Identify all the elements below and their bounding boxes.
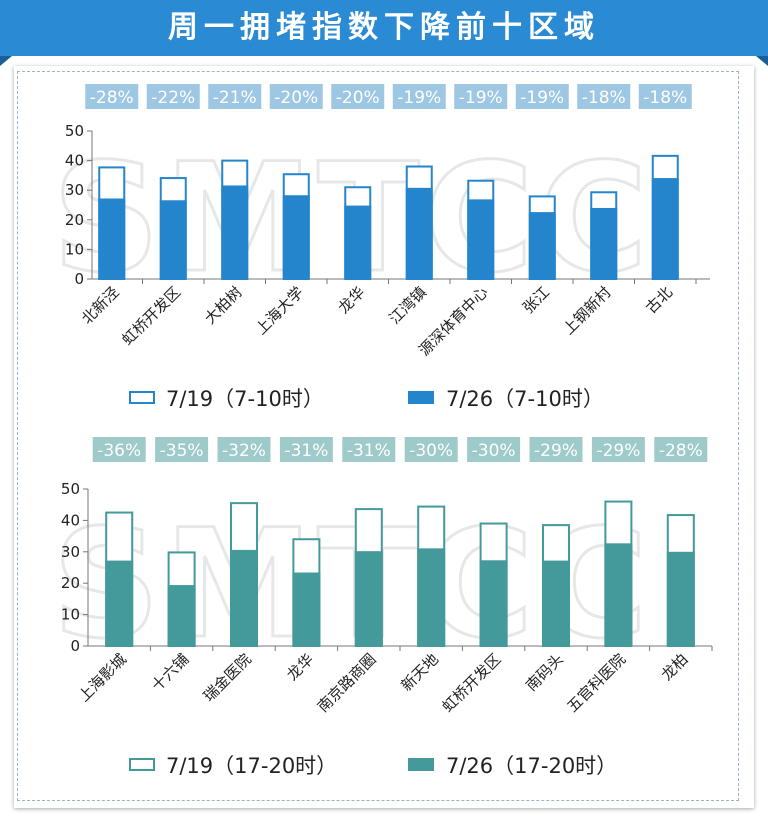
legend-swatch-719 (129, 758, 155, 771)
legend-label-726: 7/26（7-10时） (446, 387, 604, 411)
change-label-bg (529, 437, 583, 462)
legend-swatch-719 (129, 391, 155, 404)
change-label: -20% (336, 88, 380, 108)
legend-label-726: 7/26（17-20时） (446, 754, 617, 778)
legend-label-719: 7/19（7-10时） (166, 387, 324, 411)
bar-726 (282, 195, 310, 279)
y-tick-label: 40 (65, 152, 84, 170)
bar-726 (344, 205, 372, 279)
bar-726 (354, 551, 383, 646)
change-label: -32% (222, 441, 266, 461)
bar-726 (666, 551, 695, 646)
y-tick-label: 50 (61, 480, 80, 498)
banner-fold-right (756, 56, 768, 66)
change-label-bg (342, 437, 396, 462)
y-tick-label: 0 (70, 637, 80, 655)
title-banner (0, 0, 768, 56)
y-tick-label: 20 (65, 211, 84, 229)
bar-726 (479, 560, 508, 646)
chart-evening: 01020304050-36%上海影城-35%十六铺-32%瑞金医院-31%龙华… (61, 437, 713, 778)
y-tick-label: 30 (61, 543, 80, 561)
category-label: 龙柏 (658, 650, 692, 684)
change-label-bg (85, 84, 139, 109)
bar-726 (467, 199, 495, 279)
bar-726 (651, 178, 679, 279)
change-label: -20% (274, 88, 318, 108)
change-label-bg (155, 437, 209, 462)
change-label-bg (654, 437, 708, 462)
change-label-bg (515, 84, 569, 109)
change-label-bg (217, 437, 271, 462)
change-label: -31% (284, 441, 328, 461)
change-label-bg (331, 84, 385, 109)
bar-726 (221, 185, 249, 279)
change-label: -36% (97, 441, 141, 461)
y-tick-label: 10 (61, 606, 80, 624)
change-label: -31% (347, 441, 391, 461)
bar-726 (98, 198, 126, 279)
page-title: 周一拥堵指数下降前十区域 (168, 10, 600, 45)
bar-726 (159, 200, 187, 279)
change-label: -18% (643, 88, 687, 108)
change-label-bg (467, 437, 521, 462)
change-label-bg (404, 437, 458, 462)
bar-726 (604, 543, 633, 646)
bar-726 (590, 207, 618, 279)
change-label: -30% (409, 441, 453, 461)
legend-label-719: 7/19（17-20时） (166, 754, 337, 778)
y-tick-label: 50 (65, 122, 84, 140)
banner-fold-left (0, 56, 12, 66)
change-label-bg (577, 84, 631, 109)
change-label: -29% (534, 441, 578, 461)
bar-726 (417, 548, 446, 646)
bar-726 (292, 572, 321, 646)
y-tick-label: 30 (65, 181, 84, 199)
change-label: -19% (459, 88, 503, 108)
change-label: -30% (472, 441, 516, 461)
y-tick-label: 0 (74, 270, 84, 288)
change-label-bg (638, 84, 692, 109)
bar-726 (528, 212, 556, 279)
change-label: -28% (659, 441, 703, 461)
bar-726 (105, 560, 134, 646)
change-label: -21% (213, 88, 257, 108)
bar-726 (542, 560, 570, 646)
change-label-bg (591, 437, 645, 462)
change-label-bg (269, 84, 323, 109)
legend-swatch-726 (408, 391, 434, 404)
change-label-bg (208, 84, 262, 109)
change-label-bg (454, 84, 508, 109)
change-label-bg (279, 437, 333, 462)
y-tick-label: 10 (65, 240, 84, 258)
change-label: -35% (160, 441, 204, 461)
y-tick-label: 40 (61, 511, 80, 529)
chart-card-dashed-border (17, 71, 739, 801)
y-tick-label: 20 (61, 574, 80, 592)
change-label: -18% (582, 88, 626, 108)
bar-726 (167, 585, 196, 646)
change-label-bg (92, 437, 146, 462)
legend-swatch-726 (408, 758, 434, 771)
change-label: -19% (520, 88, 564, 108)
change-label: -29% (596, 441, 640, 461)
change-label: -22% (151, 88, 195, 108)
change-label: -19% (397, 88, 441, 108)
change-label-bg (392, 84, 446, 109)
change-label-bg (146, 84, 200, 109)
bar-726 (230, 549, 258, 646)
bar-726 (405, 187, 433, 279)
change-label: -28% (90, 88, 134, 108)
